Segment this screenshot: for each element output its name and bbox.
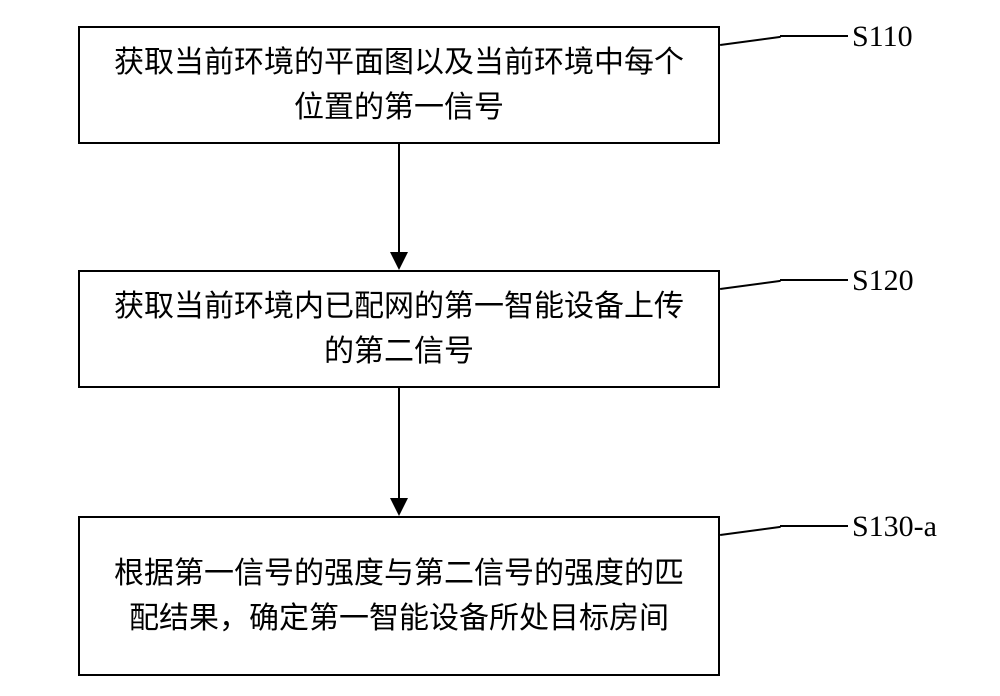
step-label-s130a: S130-a (852, 510, 937, 544)
step-text-s130a: 根据第一信号的强度与第二信号的强度的匹配结果，确定第一智能设备所处目标房间 (100, 551, 698, 641)
step-text-s110: 获取当前环境的平面图以及当前环境中每个位置的第一信号 (100, 40, 698, 130)
leader-diag-s110 (720, 36, 781, 46)
step-box-s130a: 根据第一信号的强度与第二信号的强度的匹配结果，确定第一智能设备所处目标房间 (78, 516, 720, 676)
arrow-line-2 (398, 388, 400, 500)
leader-horiz-s110 (780, 35, 848, 37)
arrow-line-1 (398, 144, 400, 254)
leader-diag-s130a (720, 526, 781, 536)
leader-diag-s120 (720, 280, 781, 290)
leader-horiz-s130a (780, 525, 848, 527)
arrow-head-1 (390, 252, 408, 270)
step-box-s120: 获取当前环境内已配网的第一智能设备上传的第二信号 (78, 270, 720, 388)
flowchart-container: 获取当前环境的平面图以及当前环境中每个位置的第一信号 S110 获取当前环境内已… (0, 0, 1000, 696)
leader-horiz-s120 (780, 279, 848, 281)
step-label-s120: S120 (852, 264, 914, 298)
step-label-s110: S110 (852, 20, 913, 54)
arrow-head-2 (390, 498, 408, 516)
step-box-s110: 获取当前环境的平面图以及当前环境中每个位置的第一信号 (78, 26, 720, 144)
step-text-s120: 获取当前环境内已配网的第一智能设备上传的第二信号 (100, 284, 698, 374)
